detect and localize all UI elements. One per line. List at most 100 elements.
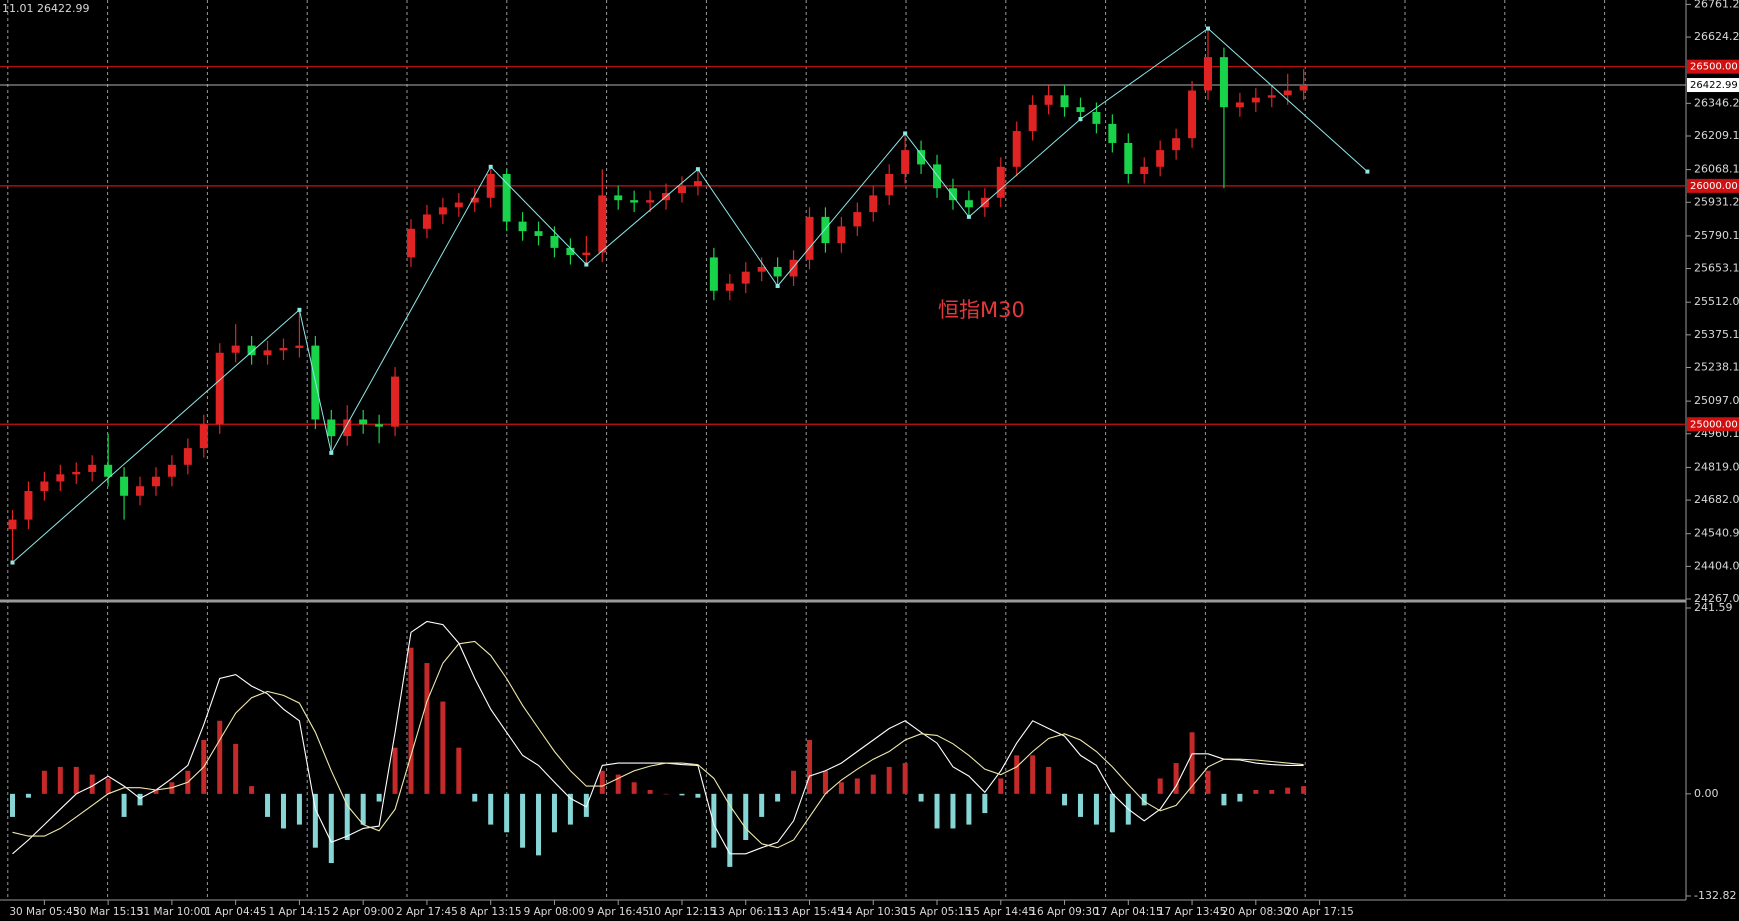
candle-body xyxy=(454,202,463,208)
zigzag-point xyxy=(488,164,493,169)
candle-body xyxy=(375,424,384,427)
candle-body xyxy=(1204,57,1212,91)
y-tick-label: 24267.05 xyxy=(1694,592,1739,605)
level-label: 26000.00 xyxy=(1690,181,1738,192)
x-tick-label: 31 Mar 10:00 xyxy=(137,906,207,918)
macd-line xyxy=(12,620,1304,855)
zigzag-point xyxy=(584,262,589,267)
histogram-bar xyxy=(472,793,478,802)
histogram-bar xyxy=(759,793,765,817)
candle-body xyxy=(805,216,814,260)
current-price-label: 26422.99 xyxy=(1690,80,1738,91)
histogram-bar xyxy=(1285,787,1291,794)
candle-body xyxy=(295,345,304,348)
y-tick-label: 24404.00 xyxy=(1694,559,1739,572)
candle-body xyxy=(709,257,718,291)
zigzag-point xyxy=(695,167,700,172)
candle-body xyxy=(1012,131,1021,167)
candle-body xyxy=(470,197,479,203)
x-tick-label: 1 Apr 04:45 xyxy=(205,906,267,918)
histogram-bar xyxy=(1189,732,1195,794)
histogram-bar xyxy=(743,793,749,840)
candle-body xyxy=(1092,111,1101,124)
candle-body xyxy=(534,231,543,236)
histogram-bar xyxy=(695,793,701,798)
x-tick-label: 30 Mar 15:15 xyxy=(73,906,143,918)
candle-body xyxy=(231,345,240,353)
candle-body xyxy=(757,266,766,272)
candle-body xyxy=(1172,138,1181,151)
candle-body xyxy=(614,195,623,201)
candle-body xyxy=(1060,95,1069,108)
candle-body xyxy=(773,266,782,277)
x-tick-label: 2 Apr 17:45 xyxy=(396,906,458,918)
histogram-bar xyxy=(376,793,382,802)
y-tick-label: 25097.05 xyxy=(1694,394,1739,407)
histogram-bar xyxy=(679,793,685,796)
histogram-bar xyxy=(1014,755,1020,794)
candle-body xyxy=(167,464,176,477)
histogram-bar xyxy=(1077,793,1083,817)
candle-body xyxy=(550,235,559,248)
histogram-bar xyxy=(1062,793,1068,806)
candle-body xyxy=(518,221,527,232)
x-tick-label: 30 Mar 05:45 xyxy=(9,906,79,918)
candle-body xyxy=(1188,90,1197,139)
candle-body xyxy=(1124,142,1133,174)
candle-body xyxy=(1076,107,1085,112)
candle-body xyxy=(151,476,160,487)
histogram-bar xyxy=(631,782,637,794)
candle-body xyxy=(104,464,113,477)
histogram-bar xyxy=(1173,763,1179,794)
histogram-bar xyxy=(1141,793,1147,806)
candle-body xyxy=(1283,90,1292,96)
zigzag-point xyxy=(329,450,334,455)
histogram-bar xyxy=(312,793,318,848)
candle-body xyxy=(263,350,272,356)
zigzag-point xyxy=(297,307,302,312)
x-tick-label: 20 Apr 17:15 xyxy=(1285,906,1353,918)
histogram-bar xyxy=(551,793,557,833)
y-tick-label: 26346.20 xyxy=(1694,96,1739,109)
histogram-bar xyxy=(1253,789,1259,794)
y-tick-label: 26624.25 xyxy=(1694,30,1739,43)
candle-body xyxy=(1156,150,1165,167)
histogram-bar xyxy=(89,774,95,794)
histogram-bar xyxy=(280,793,286,829)
candle-body xyxy=(646,200,655,203)
candle-body xyxy=(359,419,368,425)
histogram-bar xyxy=(1301,786,1307,794)
histogram-bar xyxy=(998,778,1004,794)
histogram-bar xyxy=(249,786,255,794)
annotation: 恒指M30 xyxy=(938,298,1025,322)
y-tick-label: 24682.05 xyxy=(1694,493,1739,506)
candle-body xyxy=(1235,102,1244,108)
candle-body xyxy=(502,173,511,222)
level-label: 25000.00 xyxy=(1690,419,1738,430)
histogram-bar xyxy=(854,778,860,794)
candle-body xyxy=(422,214,431,229)
histogram-bar xyxy=(807,739,812,794)
candle-body xyxy=(677,185,686,194)
candle-body xyxy=(566,247,575,256)
histogram-bar xyxy=(1109,793,1115,833)
zigzag-point xyxy=(775,283,780,288)
x-tick-label: 9 Apr 16:45 xyxy=(587,906,649,918)
histogram-bar xyxy=(838,782,844,794)
candle-body xyxy=(869,195,878,213)
candle-body xyxy=(789,259,798,277)
candle-body xyxy=(725,283,734,291)
candle-body xyxy=(917,150,926,165)
y-tick-label: 0.00 xyxy=(1694,787,1719,800)
candle-body xyxy=(885,173,894,196)
histogram-bar xyxy=(25,793,31,798)
candle-body xyxy=(901,150,910,174)
candle-body xyxy=(1299,85,1308,91)
current-price-box xyxy=(1687,78,1739,93)
candle-body xyxy=(407,228,415,258)
x-tick-label: 16 Apr 09:30 xyxy=(1030,906,1098,918)
histogram-bar xyxy=(57,766,63,794)
histogram-bar xyxy=(137,793,143,806)
